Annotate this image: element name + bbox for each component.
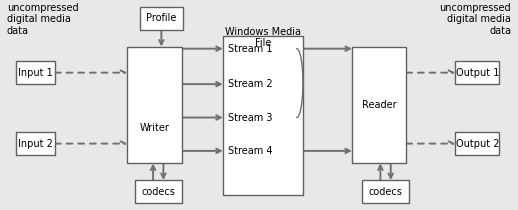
Text: Output 1: Output 1	[455, 68, 499, 78]
Text: Output 2: Output 2	[455, 139, 499, 149]
Text: codecs: codecs	[141, 186, 175, 197]
Text: Stream 4: Stream 4	[228, 146, 272, 156]
Text: Windows Media
File: Windows Media File	[225, 27, 301, 48]
Text: uncompressed
digital media
data: uncompressed digital media data	[7, 3, 79, 36]
Bar	[352, 47, 406, 163]
Text: Writer: Writer	[139, 123, 169, 133]
Bar	[223, 36, 303, 195]
Text: uncompressed
digital media
data: uncompressed digital media data	[439, 3, 511, 36]
Bar	[127, 47, 181, 163]
Bar	[140, 7, 182, 30]
Bar	[455, 132, 499, 155]
Bar	[362, 180, 409, 203]
Bar	[16, 132, 55, 155]
Text: Input 1: Input 1	[18, 68, 53, 78]
Bar	[455, 61, 499, 84]
Text: Input 2: Input 2	[18, 139, 53, 149]
Text: Profile: Profile	[146, 13, 177, 24]
Text: Stream 2: Stream 2	[228, 79, 272, 89]
Bar	[16, 61, 55, 84]
Text: Stream 1: Stream 1	[228, 44, 272, 54]
Bar	[135, 180, 181, 203]
Text: Stream 3: Stream 3	[228, 113, 272, 122]
Text: codecs: codecs	[369, 186, 402, 197]
Text: Reader: Reader	[362, 100, 396, 110]
